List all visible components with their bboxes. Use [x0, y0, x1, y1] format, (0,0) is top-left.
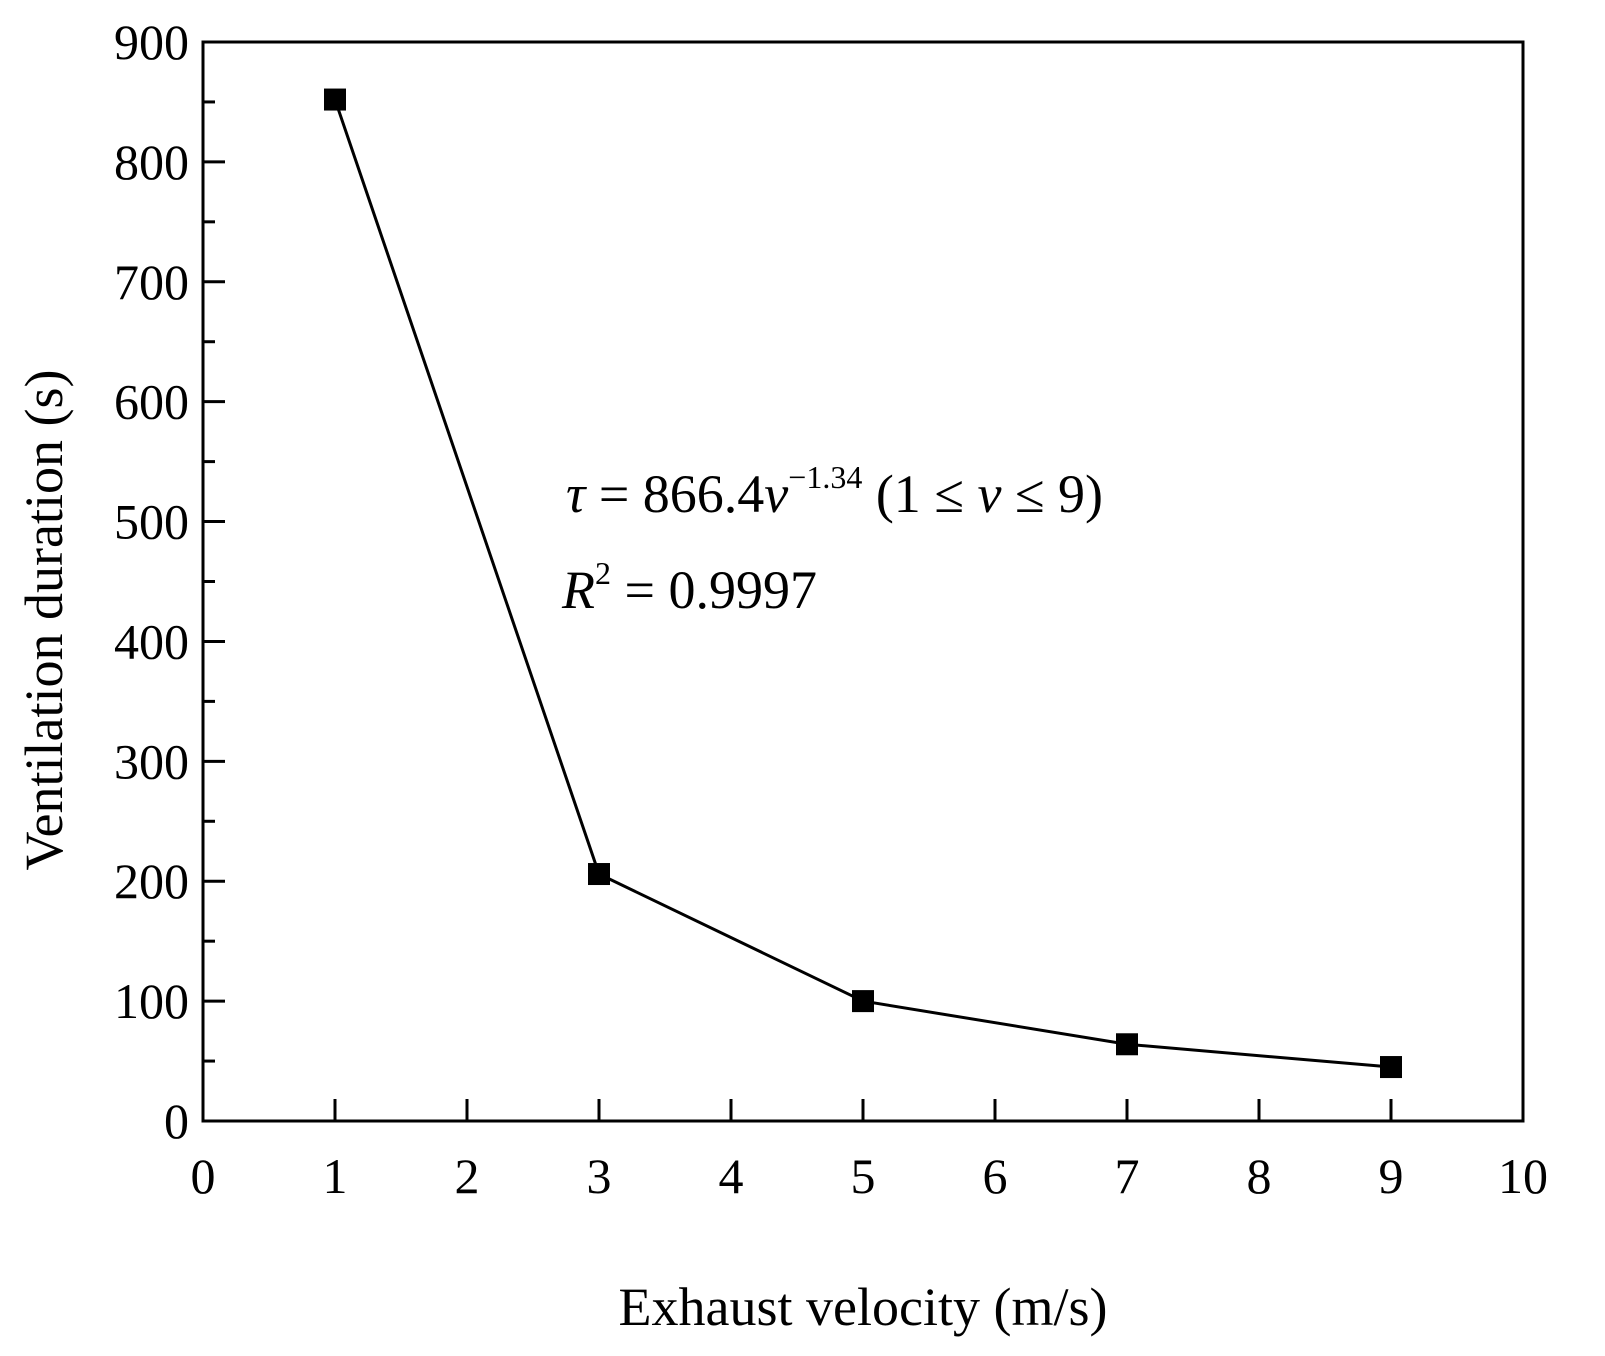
- x-tick-label: 4: [719, 1148, 744, 1204]
- y-tick-label: 400: [114, 613, 189, 669]
- x-tick-label: 10: [1498, 1148, 1548, 1204]
- x-tick-label: 0: [191, 1148, 216, 1204]
- x-tick-label: 2: [455, 1148, 480, 1204]
- y-tick-label: 700: [114, 254, 189, 310]
- data-point: [1380, 1056, 1402, 1079]
- y-tick-label: 600: [114, 374, 189, 430]
- y-tick-label: 500: [114, 494, 189, 550]
- x-tick-label: 8: [1247, 1148, 1272, 1204]
- fit-equation: τ = 866.4v−1.34 (1 ≤ v ≤ 9): [566, 459, 1103, 524]
- y-axis-title: Ventilation duration (s): [14, 370, 74, 871]
- y-tick-label: 0: [164, 1093, 189, 1149]
- y-tick-label: 800: [114, 134, 189, 190]
- data-point: [852, 990, 874, 1013]
- x-tick-label: 3: [587, 1148, 612, 1204]
- x-tick-label: 9: [1379, 1148, 1404, 1204]
- x-axis-title: Exhaust velocity (m/s): [619, 1277, 1108, 1337]
- data-point: [1116, 1033, 1138, 1056]
- x-tick-label: 1: [323, 1148, 348, 1204]
- series-layer: [324, 88, 1402, 1079]
- data-point: [588, 863, 610, 886]
- x-tick-label: 7: [1115, 1148, 1140, 1204]
- y-tick-label: 100: [114, 973, 189, 1029]
- y-tick-label: 300: [114, 733, 189, 789]
- plot-frame: [201, 40, 1525, 1123]
- data-point: [324, 88, 346, 111]
- y-tick-label: 200: [114, 853, 189, 909]
- x-tick-label: 5: [851, 1148, 876, 1204]
- r-squared: R2 = 0.9997: [561, 555, 817, 620]
- x-tick-label: 6: [983, 1148, 1008, 1204]
- series-line: [333, 99, 1392, 1069]
- y-tick-label: 900: [114, 14, 189, 70]
